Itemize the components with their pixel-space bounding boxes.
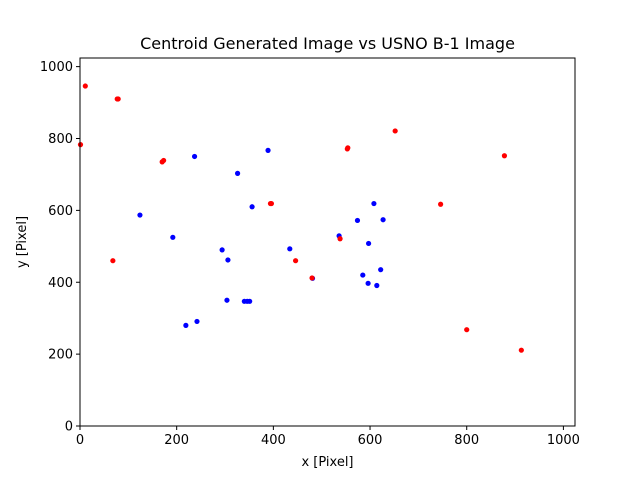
series-2-point [464,327,470,333]
y-tick-label: 400 [48,276,73,291]
series-layer [77,83,524,353]
series-2-point [309,275,315,281]
y-tick-label: 200 [48,348,73,363]
series-1-point [365,240,372,247]
chart-title: Centroid Generated Image vs USNO B-1 Ima… [140,34,515,53]
x-tick-label: 200 [164,433,189,448]
series-1-point [371,200,377,207]
series-2-point [518,347,524,353]
x-tick-label: 1000 [547,433,580,448]
series-2-point [345,145,351,151]
series-2-point [115,96,121,102]
series-1-point [137,212,143,218]
series-1-point [354,217,361,224]
series-1-point [170,234,176,240]
series-1-point [183,322,189,328]
y-axis-ticks: 0 200 400 600 800 1000 [40,60,80,435]
y-axis-label: y [Pixel] [15,216,30,268]
series-2-point [292,258,299,264]
series-2-point [337,236,343,242]
series-2-point [161,157,167,164]
series-2-point [110,258,116,264]
series-1-point [380,217,386,223]
series-1-point [219,247,225,253]
series-1-point [365,280,371,286]
x-axis-ticks: 0 200 400 600 800 1000 [76,426,580,448]
series-1-point [234,170,241,176]
series-1-point [378,267,384,273]
series-2-point [82,83,88,89]
y-tick-label: 1000 [40,60,73,75]
series-2-point [392,128,398,134]
y-tick-label: 0 [65,420,73,435]
series-1-point [191,153,198,160]
series-1-point [374,282,380,289]
x-tick-label: 800 [454,433,479,448]
series-1-point [249,204,255,210]
series-1-point [265,147,271,153]
series-1-point [247,298,253,304]
series-1-point [225,257,231,263]
x-tick-label: 0 [76,433,84,448]
series-1-point [287,246,293,252]
x-axis-label: x [Pixel] [301,455,353,470]
series-2-point [268,200,275,207]
series-2-point [438,201,444,207]
y-tick-label: 800 [48,132,73,147]
x-tick-label: 600 [358,433,383,448]
y-tick-label: 600 [48,204,73,219]
x-tick-label: 400 [261,433,286,448]
series-1-point [194,318,200,325]
series-1-point [224,297,230,303]
series-2-point [501,153,508,159]
plot-frame [79,57,576,427]
series-1-point [360,272,366,278]
